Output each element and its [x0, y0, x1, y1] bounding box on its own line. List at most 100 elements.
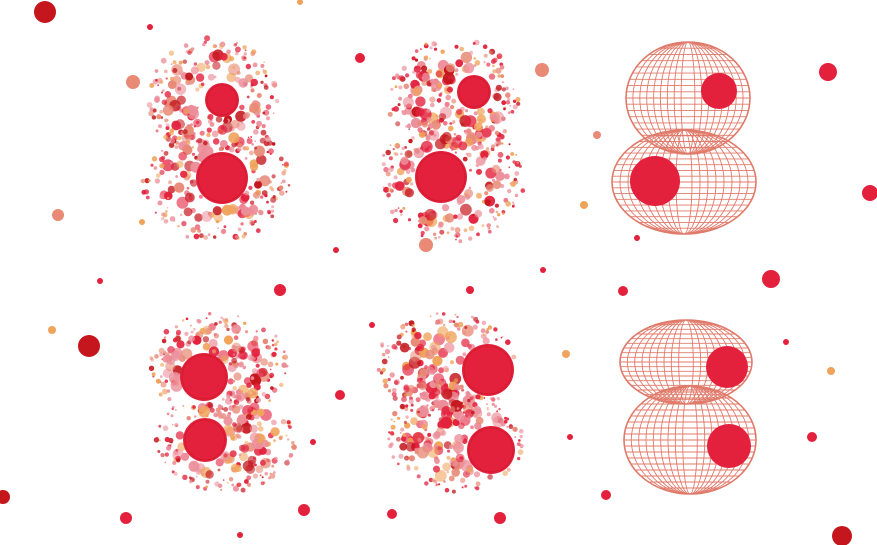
dot	[223, 453, 228, 458]
dot	[215, 220, 220, 224]
dot	[501, 335, 504, 338]
dot	[169, 137, 176, 144]
dot	[424, 42, 428, 46]
dot	[386, 193, 391, 198]
dot	[510, 181, 516, 187]
dot	[198, 406, 210, 418]
dot	[270, 214, 275, 219]
dot	[255, 363, 260, 368]
dot	[460, 477, 466, 483]
dot	[467, 344, 472, 349]
nucleus	[415, 151, 467, 203]
dot	[207, 73, 215, 81]
dot	[187, 50, 192, 55]
dot	[178, 151, 187, 161]
dot	[400, 405, 404, 409]
dot	[229, 450, 237, 458]
dot	[175, 329, 182, 335]
dot	[197, 319, 202, 324]
dot	[172, 372, 182, 382]
dot	[495, 171, 505, 181]
dot	[425, 436, 430, 441]
dot	[380, 342, 385, 347]
dot	[148, 179, 151, 182]
dot	[271, 339, 274, 342]
droplet	[52, 209, 64, 221]
dot	[472, 42, 476, 45]
dot	[278, 436, 283, 441]
dot	[483, 61, 486, 64]
dot	[226, 482, 229, 484]
dot	[205, 317, 208, 320]
dot	[223, 335, 234, 345]
droplet	[335, 390, 345, 400]
droplet	[827, 367, 835, 375]
dot	[226, 327, 230, 332]
dot	[176, 340, 185, 349]
dot	[382, 153, 386, 157]
dot	[258, 209, 264, 216]
dot	[154, 178, 161, 184]
dot	[491, 144, 495, 149]
dot	[483, 397, 486, 399]
dot	[501, 87, 506, 92]
dot	[427, 123, 434, 129]
dot	[453, 234, 456, 237]
dot	[212, 206, 222, 216]
dot	[455, 235, 459, 238]
dot	[243, 377, 252, 385]
dot	[487, 228, 490, 230]
dot	[486, 62, 491, 67]
dot	[454, 227, 461, 233]
dot	[403, 386, 410, 393]
dot	[172, 406, 175, 409]
dot	[181, 220, 187, 227]
dot	[418, 216, 428, 225]
dot	[221, 397, 225, 401]
dot	[394, 85, 398, 89]
dot	[428, 413, 431, 417]
dot	[411, 56, 416, 61]
dot	[252, 62, 258, 68]
dot	[174, 325, 178, 329]
dot	[179, 213, 183, 217]
dotted-cell-top-middle	[381, 39, 526, 244]
dot	[456, 213, 464, 220]
dot	[272, 112, 275, 114]
dot	[519, 444, 524, 449]
dot	[410, 350, 422, 362]
dot	[495, 67, 502, 74]
dot	[510, 152, 515, 156]
dot	[424, 57, 427, 60]
dot	[152, 108, 157, 113]
dot	[404, 322, 409, 326]
dot	[159, 163, 165, 169]
dot	[462, 401, 464, 404]
dot	[172, 60, 177, 65]
dot	[510, 109, 515, 114]
dot	[182, 129, 188, 135]
dot	[445, 94, 452, 101]
dot	[161, 358, 164, 361]
dot	[408, 455, 415, 462]
dot	[399, 342, 410, 353]
dot	[452, 320, 456, 323]
dot	[215, 116, 223, 123]
dot	[441, 406, 452, 416]
dot	[269, 473, 276, 479]
dot	[167, 80, 177, 89]
dot	[482, 44, 488, 49]
dot	[249, 150, 254, 156]
dot	[160, 375, 163, 378]
dot	[412, 432, 425, 444]
dot	[440, 416, 453, 429]
dot	[231, 342, 242, 353]
dot	[496, 137, 501, 142]
dot	[208, 312, 212, 316]
dot	[148, 110, 155, 117]
dot	[276, 340, 279, 344]
dot	[491, 402, 495, 406]
dot	[512, 104, 518, 110]
dot	[415, 71, 423, 79]
dot	[387, 187, 393, 193]
